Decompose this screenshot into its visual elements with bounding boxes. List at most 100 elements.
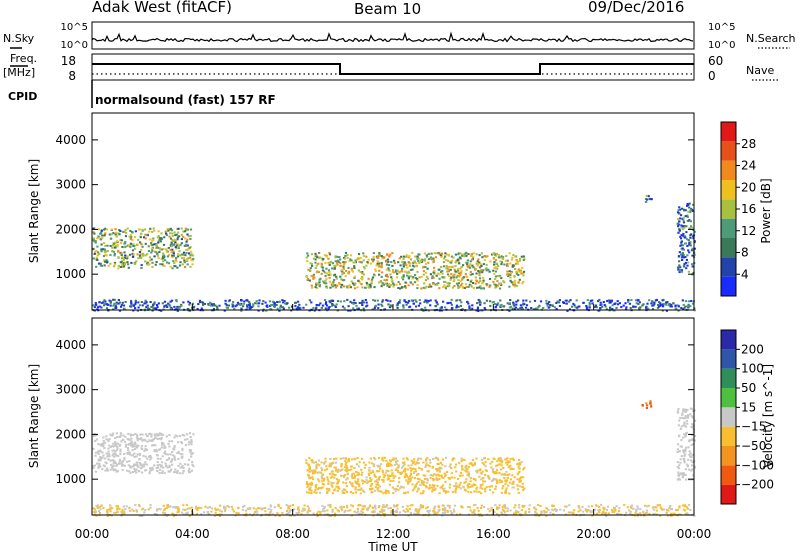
echo-cell [515,300,518,303]
echo-cell [163,444,166,447]
echo-cell [329,458,332,460]
echo-cell [104,457,107,460]
echo-cell [352,307,355,310]
colorbar-tick-label: −15 [741,420,766,434]
echo-cell [156,433,159,436]
echo-cell [484,460,487,463]
echo-cell [378,273,381,276]
echo-cell [95,434,98,437]
echo-cell [97,453,100,456]
echo-cell [490,506,493,509]
echo-cell [588,306,591,309]
echo-cell [242,508,245,511]
echo-cell [373,489,377,492]
echo-cell [425,263,428,266]
echo-cell [377,486,380,489]
echo-cell [173,262,176,265]
echo-cell [637,507,640,510]
echo-cell [686,507,689,510]
echo-cell [361,272,364,275]
echo-cell [326,490,329,493]
echo-cell [316,282,319,285]
echo-cell [167,470,170,473]
echo-cell [510,281,513,284]
echo-cell [382,478,385,481]
echo-cell [677,408,680,411]
echo-cell [500,303,503,306]
echo-cell [118,507,121,510]
echo-cell [333,279,336,281]
echo-cell [677,231,680,234]
echo-cell [435,468,438,470]
echo-cell [361,271,364,273]
echo-cell [350,465,353,468]
echo-cell [123,453,126,455]
echo-cell [179,466,182,469]
echo-cell [481,271,484,274]
echo-cell [506,273,509,276]
echo-cell [471,459,474,461]
echo-cell [512,303,515,306]
echo-cell [429,304,432,307]
echo-cell [573,304,576,307]
echo-cell [512,281,516,284]
colorbar-segment [721,330,736,350]
echo-cell [101,451,104,454]
echo-cell [113,261,117,264]
echo-cell [494,303,497,305]
echo-cell [415,461,418,464]
echo-cell [350,468,353,471]
echo-cell [416,255,419,258]
echo-cell [115,464,118,467]
echo-cell [422,309,425,312]
echo-cell [502,508,505,511]
echo-cell [451,512,454,515]
echo-cell [278,309,281,312]
power-panel-bg [92,113,694,310]
echo-cell [129,471,132,474]
echo-cell [342,261,345,264]
echo-cell [483,506,486,509]
echo-cell [183,261,186,264]
echo-cell [512,459,515,461]
echo-cell [217,508,220,511]
echo-cell [149,439,152,442]
echo-cell [365,476,368,479]
echo-cell [472,256,475,259]
echo-cell [691,439,694,441]
echo-cell [381,300,384,303]
echo-cell [353,275,356,278]
echo-cell [165,435,168,438]
echo-cell [137,257,140,260]
echo-cell [388,286,391,288]
echo-cell [418,299,421,302]
echo-cell [518,506,521,509]
echo-cell [424,485,427,487]
echo-cell [444,507,447,510]
echo-cell [329,514,332,517]
echo-cell [648,299,651,302]
echo-cell [473,463,476,466]
echo-cell [164,512,167,515]
echo-cell [478,490,481,493]
echo-cell [344,254,347,257]
echo-cell [437,458,440,461]
echo-cell [451,491,454,494]
echo-cell [397,488,400,491]
echo-cell [481,470,484,473]
echo-cell [488,510,491,513]
echo-cell [341,273,344,276]
echo-cell [122,304,126,307]
echo-cell [677,467,681,470]
echo-cell [349,491,352,493]
echo-cell [136,453,139,456]
echo-cell [411,268,414,271]
echo-cell [351,269,354,272]
echo-cell [629,510,632,513]
echo-cell [129,453,132,456]
echo-cell [479,484,483,487]
echo-cell [173,436,176,439]
echo-cell [287,512,290,515]
echo-cell [422,492,425,495]
echo-cell [422,480,425,483]
